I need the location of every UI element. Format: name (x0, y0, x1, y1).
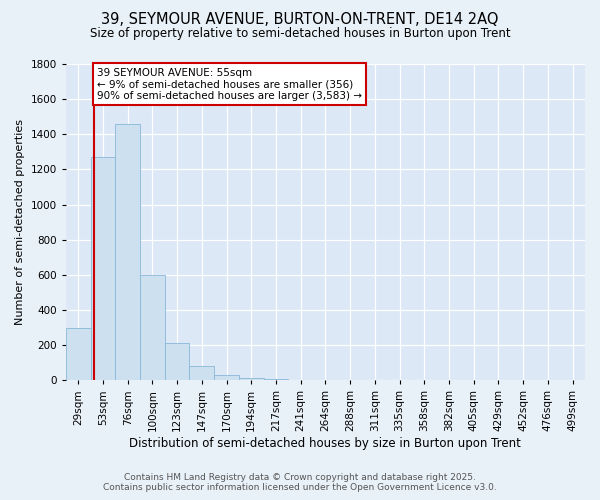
Bar (66, 328, 91, 380)
Text: 39 SEYMOUR AVENUE: 55sqm
← 9% of semi-detached houses are smaller (356)
90% of s: 39 SEYMOUR AVENUE: 55sqm ← 9% of semi-de… (97, 68, 362, 100)
Bar (165, 344, 190, 380)
Bar (91, 157, 115, 380)
Bar (239, 378, 263, 380)
Bar (115, 124, 140, 380)
Bar (190, 366, 214, 380)
Text: Contains HM Land Registry data © Crown copyright and database right 2025.
Contai: Contains HM Land Registry data © Crown c… (103, 473, 497, 492)
Text: Size of property relative to semi-detached houses in Burton upon Trent: Size of property relative to semi-detach… (89, 28, 511, 40)
Bar (214, 375, 239, 380)
X-axis label: Distribution of semi-detached houses by size in Burton upon Trent: Distribution of semi-detached houses by … (130, 437, 521, 450)
Bar (140, 275, 165, 380)
Text: 39, SEYMOUR AVENUE, BURTON-ON-TRENT, DE14 2AQ: 39, SEYMOUR AVENUE, BURTON-ON-TRENT, DE1… (101, 12, 499, 28)
Y-axis label: Number of semi-detached properties: Number of semi-detached properties (15, 119, 25, 325)
